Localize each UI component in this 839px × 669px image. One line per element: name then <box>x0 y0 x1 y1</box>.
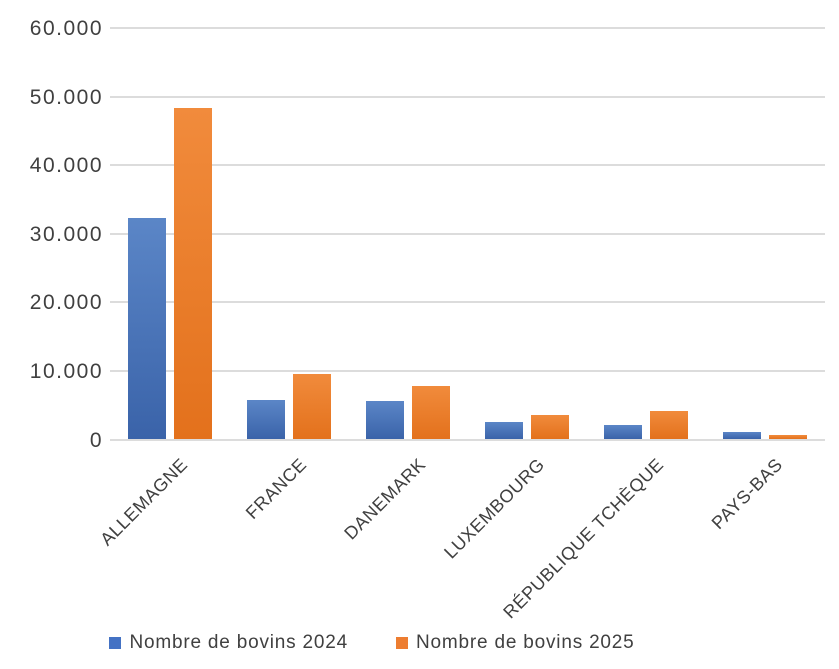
gridline <box>110 369 825 372</box>
y-tick-label: 60.000 <box>29 17 103 40</box>
bar-danemark-2025 <box>411 386 450 440</box>
gridline <box>110 164 825 167</box>
gridline <box>110 438 825 441</box>
bar-luxembourg-2025 <box>531 414 570 440</box>
legend-item-2025: Nombre de bovins 2025 <box>396 632 635 654</box>
legend-item-2024: Nombre de bovins 2024 <box>109 632 348 654</box>
bar-luxembourg-2024 <box>485 422 524 440</box>
gridline <box>110 95 825 98</box>
bar-allemagne-2025 <box>173 108 212 440</box>
legend: Nombre de bovins 2024 Nombre de bovins 2… <box>0 632 839 654</box>
legend-label-2024: Nombre de bovins 2024 <box>129 632 348 653</box>
y-tick-label: 50.000 <box>29 85 103 109</box>
bar-danemark-2024 <box>365 401 404 440</box>
bar-france-2025 <box>292 373 331 440</box>
legend-label-2025: Nombre de bovins 2025 <box>416 632 635 653</box>
bar-republique-tcheque-2025 <box>650 410 689 440</box>
gridline <box>110 27 825 29</box>
gridline <box>110 301 825 304</box>
legend-swatch-orange-icon <box>396 637 408 649</box>
y-tick-label: 30.000 <box>29 222 103 246</box>
y-tick-label: 20.000 <box>29 291 103 315</box>
bar-republique-tcheque-2024 <box>604 425 643 440</box>
y-tick-label: 10.000 <box>29 359 103 383</box>
bar-allemagne-2024 <box>127 217 166 440</box>
bar-pays-bas-2025 <box>769 435 808 440</box>
y-tick-label: 40.000 <box>29 154 103 178</box>
y-tick-label: 0 <box>89 428 103 452</box>
legend-swatch-blue-icon <box>109 637 122 649</box>
bar-pays-bas-2024 <box>723 431 762 440</box>
gridline <box>110 232 825 235</box>
bar-france-2024 <box>246 399 285 440</box>
